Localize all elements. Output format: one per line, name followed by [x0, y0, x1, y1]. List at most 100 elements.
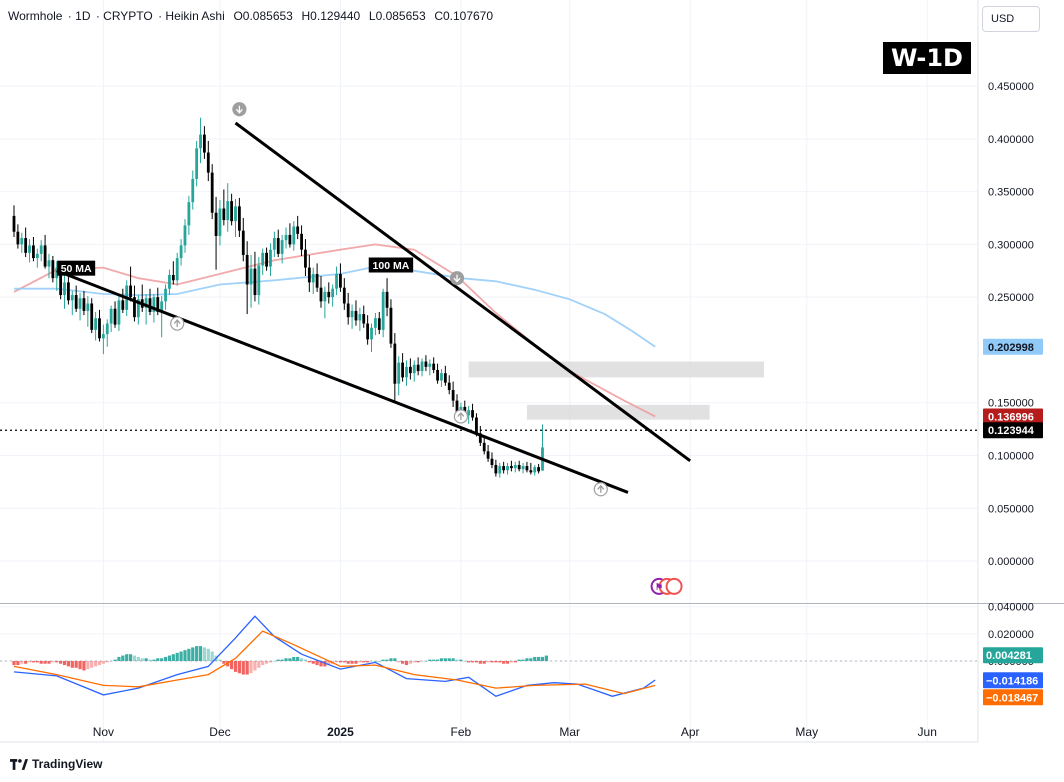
histogram-bar: [183, 650, 187, 661]
histogram-bar: [537, 656, 541, 661]
candle-body: [486, 451, 490, 459]
candle-body: [502, 466, 506, 471]
histogram-bar: [358, 661, 362, 663]
candle-body: [55, 267, 59, 279]
candle-body: [366, 323, 370, 340]
candle-body: [467, 410, 471, 416]
close-value: C0.107670: [434, 9, 494, 23]
price-label: 0.004281: [986, 650, 1032, 662]
candle-body: [440, 373, 443, 381]
candle-body: [424, 361, 428, 367]
candle-body: [327, 291, 331, 298]
price-label: −0.018467: [986, 692, 1038, 704]
histogram-bar: [24, 661, 28, 664]
histogram-bar: [346, 661, 350, 664]
candle-body: [222, 208, 226, 221]
event-icons[interactable]: ⚑: [650, 577, 683, 595]
histogram-bar: [237, 661, 241, 674]
tradingview-branding[interactable]: TradingView: [10, 757, 102, 771]
histogram-bar: [342, 661, 346, 663]
candle-body: [490, 458, 494, 465]
histogram-bar: [315, 661, 319, 666]
price-label-box: [983, 689, 1043, 706]
ma-label: 50 MA: [61, 263, 92, 275]
y-tick-label: 0.450000: [988, 81, 1034, 93]
histogram-bar: [307, 661, 311, 663]
candle-body: [296, 226, 300, 234]
candle-body: [203, 134, 206, 153]
resistance-zone: [526, 404, 710, 420]
symbol-name[interactable]: Wormhole: [8, 9, 63, 23]
histogram-bar: [393, 658, 397, 661]
candle-body: [183, 225, 187, 246]
histogram-bar: [121, 655, 125, 661]
histogram-bar: [16, 661, 20, 666]
candle-body: [101, 334, 105, 339]
histogram-bar: [529, 658, 533, 661]
candle-body: [121, 300, 125, 310]
candle-body: [16, 231, 20, 245]
histogram-bar: [268, 661, 273, 663]
candle-body: [94, 318, 98, 330]
y-tick-label: 0.040000: [988, 602, 1034, 614]
histogram-bar: [78, 661, 82, 670]
candle-body: [86, 303, 90, 311]
price-label-box: [983, 647, 1043, 664]
candles: [12, 117, 544, 478]
candle-body: [230, 201, 234, 222]
histogram-bar: [362, 661, 366, 663]
candle-body: [525, 466, 529, 471]
histogram-bar: [502, 661, 506, 664]
candle-body: [237, 206, 241, 231]
price-label: −0.014186: [986, 675, 1038, 687]
candle-body: [447, 382, 451, 391]
y-tick-label: 0.100000: [988, 451, 1034, 463]
candle-body: [226, 201, 230, 221]
histogram-bar: [292, 656, 296, 661]
trendlines[interactable]: [0, 121, 978, 494]
candle-body: [148, 298, 152, 312]
histogram-bar: [47, 661, 51, 664]
candle-body: [362, 314, 366, 324]
histogram-bar: [428, 659, 432, 661]
axes: 0.000000 0.050000 0.100000 0.150000 0.250000…: [0, 0, 1064, 743]
histogram-bar: [101, 661, 105, 664]
candle-body: [28, 245, 31, 253]
candle-body: [234, 206, 237, 222]
histogram-bar: [420, 661, 424, 662]
candle-body: [214, 212, 218, 236]
histogram-bar: [509, 661, 514, 663]
histogram-bar: [447, 658, 451, 661]
candle-body: [315, 273, 319, 288]
histogram-bar: [416, 661, 420, 663]
candle-body: [175, 258, 179, 281]
candle-body: [354, 310, 358, 321]
candle-body: [412, 364, 416, 374]
marker-head: [235, 108, 243, 114]
currency-button[interactable]: USD: [982, 6, 1040, 32]
x-tick-label: Feb: [451, 725, 472, 739]
histogram-bar: [156, 658, 160, 661]
histogram-bar: [175, 652, 179, 661]
interval-label[interactable]: 1D: [75, 9, 91, 23]
histogram-bar: [117, 656, 121, 661]
candle-body: [43, 245, 47, 267]
candle-body: [253, 268, 257, 296]
candle-body: [381, 291, 385, 330]
candle-body: [82, 298, 86, 311]
histogram-bar: [125, 654, 129, 661]
x-tick-label: May: [795, 725, 818, 739]
candle-body: [494, 465, 498, 474]
histogram-bar: [187, 648, 191, 661]
histogram-bar: [525, 658, 529, 661]
candle-body: [319, 287, 323, 302]
histogram-bar: [544, 655, 548, 661]
resistance-zone: [468, 361, 764, 378]
histogram-bar: [233, 661, 238, 672]
marker-head: [597, 484, 605, 490]
histogram-bar: [350, 661, 354, 664]
candle-body: [370, 327, 373, 340]
candle-body: [385, 291, 389, 308]
